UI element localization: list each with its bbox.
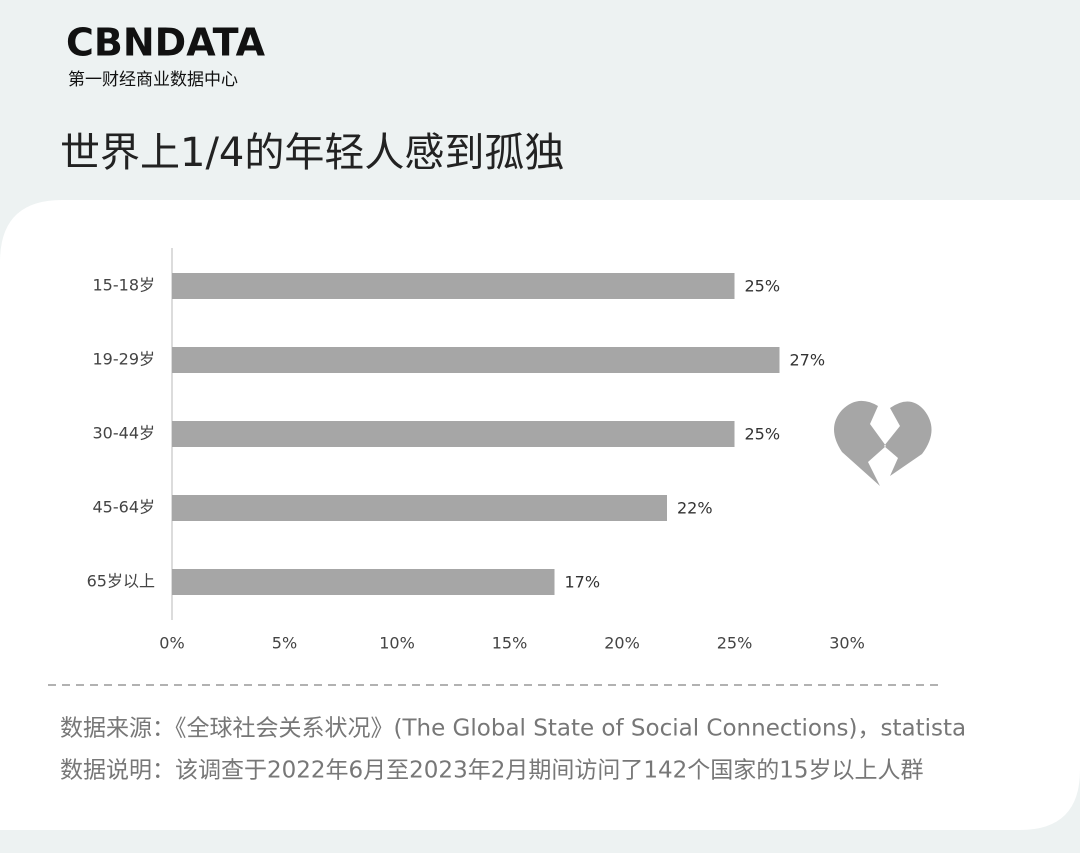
y-tick-label: 30-44岁: [93, 424, 156, 443]
y-tick-label: 45-64岁: [93, 498, 156, 517]
x-tick-label: 25%: [717, 634, 753, 653]
x-tick-label: 20%: [604, 634, 640, 653]
x-tick-label: 30%: [829, 634, 865, 653]
y-tick-label: 15-18岁: [93, 276, 156, 295]
value-label: 25%: [745, 277, 781, 296]
value-label: 22%: [677, 499, 713, 518]
y-tick-label: 65岁以上: [87, 572, 155, 591]
value-label: 27%: [790, 351, 826, 370]
broken-heart-icon: [834, 400, 932, 486]
bar: [172, 495, 667, 521]
x-tick-label: 10%: [379, 634, 415, 653]
logo-tagline: 第一财经商业数据中心: [68, 70, 238, 90]
bar: [172, 569, 555, 595]
value-label: 25%: [745, 425, 781, 444]
chart-title: 世界上1/4的年轻人感到孤独: [60, 130, 564, 176]
bar: [172, 273, 735, 299]
x-tick-label: 0%: [159, 634, 184, 653]
bar: [172, 347, 780, 373]
logo: CBNDATA: [66, 21, 266, 65]
description-note: 数据说明：该调查于2022年6月至2023年2月期间访问了142个国家的15岁以…: [60, 758, 924, 784]
y-tick-label: 19-29岁: [93, 350, 156, 369]
source-note: 数据来源：《全球社会关系状况》(The Global State of Soci…: [60, 716, 966, 742]
value-label: 17%: [565, 573, 601, 592]
x-tick-label: 5%: [272, 634, 297, 653]
bar: [172, 421, 735, 447]
x-tick-label: 15%: [492, 634, 528, 653]
